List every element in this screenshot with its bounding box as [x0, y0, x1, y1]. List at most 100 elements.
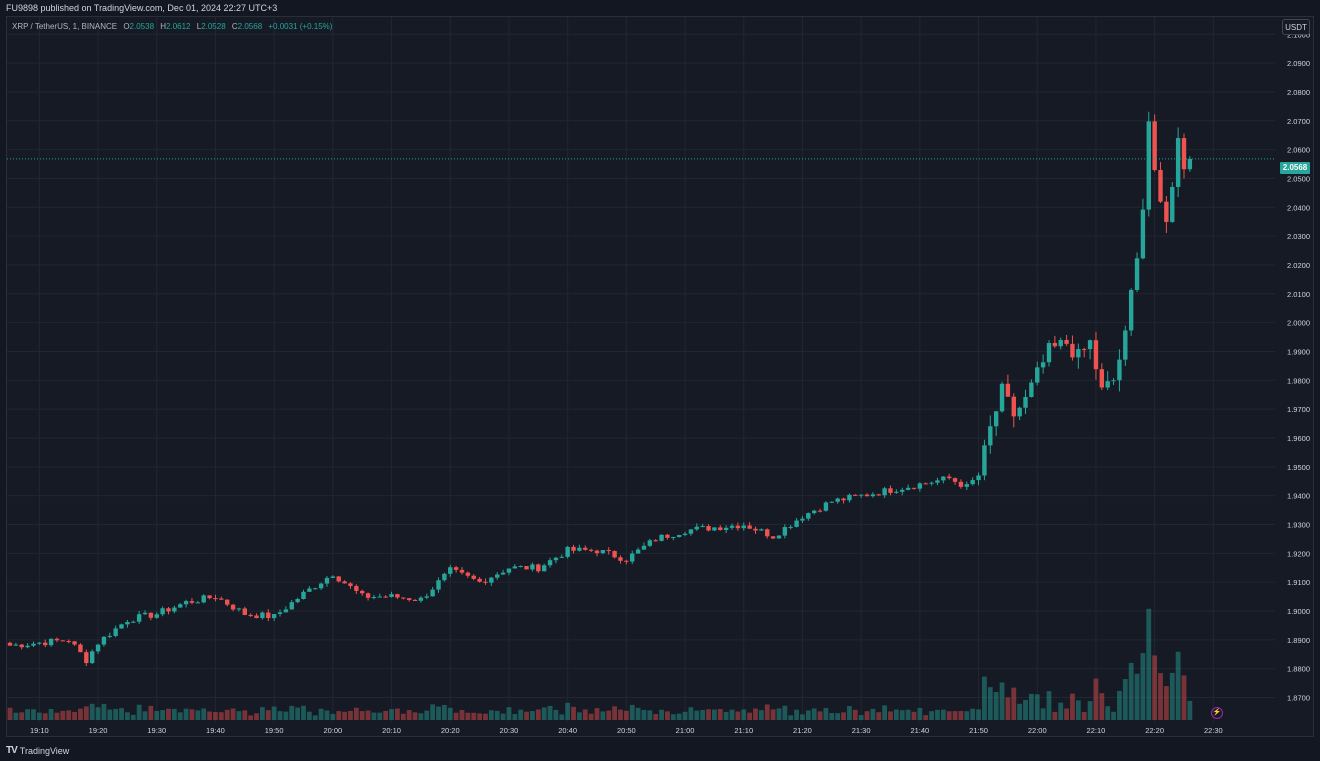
volume-bar [400, 713, 406, 720]
volume-bar [25, 709, 31, 720]
candle-body [1175, 138, 1181, 187]
candle-body [84, 652, 89, 664]
y-tick-label: 2.0400 [1287, 203, 1310, 212]
volume-bar [723, 711, 729, 720]
candle-body [295, 599, 300, 603]
volume-bar [19, 712, 25, 720]
volume-bar [940, 709, 946, 720]
candle-body [242, 608, 247, 615]
volume-bar [1128, 662, 1134, 720]
volume-bar [893, 709, 899, 720]
currency-button[interactable]: USDT [1282, 19, 1310, 35]
candle-body [436, 580, 441, 590]
candle-body [271, 613, 277, 619]
candle-body [442, 573, 447, 581]
candle-body [941, 476, 946, 481]
volume-bar [1034, 694, 1040, 720]
candle-body [201, 595, 206, 603]
y-tick-label: 2.0600 [1287, 146, 1310, 155]
candle-body [565, 546, 570, 557]
tradingview-brand[interactable]: TV TradingView [6, 745, 69, 756]
candle-body [577, 547, 582, 551]
candle-body [718, 527, 723, 531]
volume-bar [418, 713, 424, 720]
candle-body [588, 549, 594, 551]
candle-body [78, 644, 83, 653]
candle-body [195, 602, 201, 604]
symbol-label[interactable]: XRP / TetherUS, 1, BINANCE [12, 22, 118, 31]
volume-bar [107, 709, 113, 720]
x-tick-label: 22:20 [1145, 726, 1164, 735]
volume-bar [218, 712, 224, 720]
volume-bar [594, 708, 600, 720]
volume-bar [31, 709, 36, 720]
candle-body [712, 527, 717, 531]
volume-bar [876, 712, 882, 720]
volume-bar [1122, 679, 1128, 720]
volume-bar [500, 713, 506, 720]
candle-body [230, 604, 236, 610]
volume-bar [1169, 672, 1175, 720]
candle-body [1093, 340, 1099, 370]
volume-bar [195, 710, 201, 720]
candle-body [107, 635, 112, 637]
change-value: +0.0031 (+0.15%) [268, 22, 333, 31]
volume-bar [36, 712, 42, 720]
volume-bar [582, 709, 588, 720]
volume-bar [177, 712, 183, 720]
candle-body [882, 488, 887, 496]
volume-bar [189, 709, 195, 720]
volume-bar [389, 709, 394, 720]
volume-bar [142, 711, 148, 720]
candle-body [500, 572, 506, 575]
volume-bar [512, 714, 518, 720]
volume-bar [987, 687, 993, 720]
candle-body [336, 576, 341, 582]
candle-body [260, 612, 265, 619]
volume-bar [758, 710, 764, 720]
lightning-icon[interactable]: ⚡ [1211, 707, 1223, 719]
candle-body [653, 540, 658, 542]
candle-body [747, 525, 752, 529]
volume-bar [911, 711, 917, 720]
candle-body [348, 583, 353, 587]
candle-body [418, 597, 424, 601]
volume-bar [535, 709, 541, 720]
volume-bar [441, 704, 447, 720]
candle-body [1023, 396, 1028, 408]
volume-bar [753, 708, 758, 720]
candle-body [277, 612, 283, 614]
volume-bar [60, 710, 66, 720]
candle-body [876, 494, 881, 496]
volume-bar [735, 711, 741, 720]
volume-bar [318, 708, 324, 720]
candle-body [770, 536, 776, 539]
candle-body [330, 576, 336, 578]
candle-body [477, 578, 482, 582]
volume-bar [436, 706, 441, 720]
candle-body [671, 537, 676, 539]
candle-body [606, 550, 611, 552]
candle-body [970, 480, 975, 485]
volume-bar [1087, 701, 1093, 720]
candle-body [518, 566, 523, 568]
volume-bar [353, 707, 359, 720]
volume-bar [770, 709, 776, 720]
candle-body [1170, 186, 1175, 222]
candle-body [219, 598, 224, 600]
volume-bar [54, 712, 60, 720]
candle-body [806, 513, 811, 519]
volume-bar [776, 708, 782, 720]
volume-bar [964, 711, 970, 720]
candle-body [1035, 367, 1040, 383]
candle-body [547, 560, 553, 566]
volume-bar [248, 715, 254, 720]
volume-bar [201, 708, 207, 720]
candle-body [541, 565, 547, 572]
volume-bar [870, 708, 876, 720]
volume-bar [764, 704, 770, 720]
candle-body [389, 594, 394, 598]
volume-bar [970, 708, 976, 720]
x-tick-label: 22:30 [1204, 726, 1223, 735]
candle-body [999, 383, 1005, 412]
